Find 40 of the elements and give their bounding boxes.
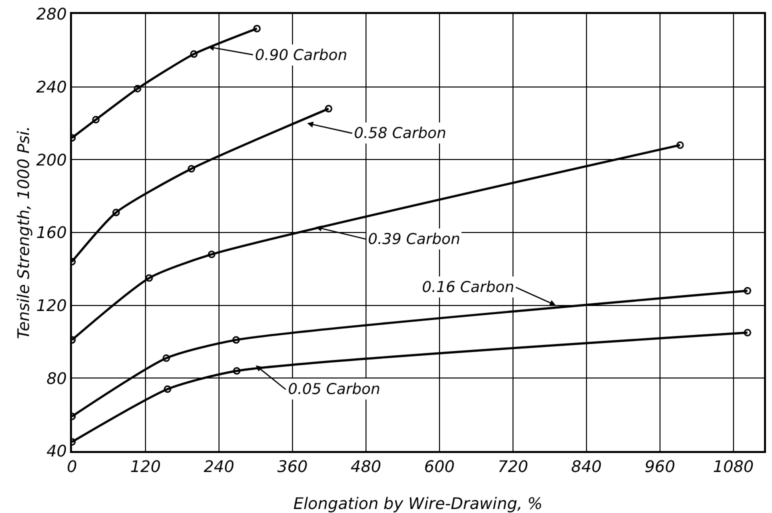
- x-tick-label: 960: [644, 457, 676, 476]
- x-tick-label: 600: [424, 457, 455, 476]
- y-tick-label: 200: [36, 150, 67, 170]
- point: [676, 141, 684, 149]
- point: [232, 367, 240, 375]
- annotation: 0.90 Carbon: [255, 46, 348, 64]
- point: [744, 287, 752, 295]
- annotation: 0.39 Carbon: [368, 230, 460, 248]
- annotation: 0.05 Carbon: [288, 380, 380, 398]
- x-tick-label: 0: [66, 457, 78, 476]
- point: [92, 116, 100, 124]
- point: [253, 24, 261, 32]
- x-tick-label: 240: [204, 457, 234, 476]
- y-tick-label: 120: [36, 296, 67, 315]
- y-tick-label: 240: [36, 77, 67, 96]
- point: [162, 354, 170, 362]
- y-axis-title: Tensile Strength, 1000 Psi.: [14, 126, 33, 339]
- point: [208, 250, 216, 258]
- x-tick-label: 1080: [713, 457, 754, 476]
- point: [112, 208, 120, 216]
- x-tick-label: 120: [130, 457, 161, 476]
- y-tick-label: 160: [36, 223, 67, 242]
- point: [145, 274, 153, 282]
- point: [324, 104, 332, 112]
- x-tick-label: 360: [277, 457, 308, 476]
- y-tick-label: 80: [46, 368, 67, 388]
- point: [232, 336, 240, 344]
- annotation: 0.58 Carbon: [354, 124, 446, 142]
- point: [164, 385, 172, 393]
- y-tick-label: 280: [36, 4, 67, 24]
- point: [190, 50, 198, 58]
- point: [188, 165, 196, 173]
- y-tick-label: 40: [46, 442, 67, 461]
- x-tick-label: 720: [498, 457, 528, 476]
- annotation: 0.16 Carbon: [422, 278, 514, 296]
- point: [134, 84, 142, 92]
- x-tick-label: 480: [350, 457, 382, 476]
- x-tick-label: 840: [571, 457, 602, 476]
- x-axis-title: Elongation by Wire-Drawing, %: [293, 494, 543, 513]
- point: [744, 328, 752, 336]
